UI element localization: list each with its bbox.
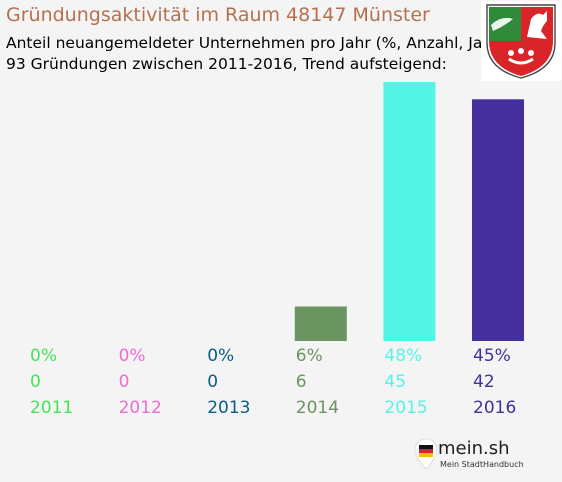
year-label-2013: 2013 bbox=[207, 398, 251, 418]
germany-pin-icon bbox=[414, 438, 438, 470]
logo-subtext: Mein StadtHandbuch bbox=[440, 460, 524, 469]
percent-label-2014: 6% bbox=[295, 346, 323, 366]
bar-2015 bbox=[383, 82, 436, 341]
count-label-2015: 45 bbox=[384, 372, 407, 392]
count-label-2011: 0 bbox=[30, 372, 41, 392]
count-label-2016: 42 bbox=[473, 372, 495, 392]
chart-subtitle: Anteil neuangemeldeter Unternehmen pro J… bbox=[6, 33, 505, 75]
subtitle-line-2: 93 Gründungen zwischen 2011-2016, Trend … bbox=[6, 55, 447, 73]
nrw-coat-of-arms-icon bbox=[481, 1, 561, 81]
year-label-2012: 2012 bbox=[118, 398, 162, 418]
percent-label-2015: 48% bbox=[384, 346, 423, 366]
count-label-2013: 0 bbox=[207, 372, 219, 392]
count-label-2014: 6 bbox=[295, 372, 307, 392]
mein-sh-logo: mein.sh Mein StadtHandbuch bbox=[411, 432, 531, 476]
logo-text: mein.sh bbox=[438, 438, 510, 459]
percent-label-2012: 0% bbox=[118, 346, 146, 366]
chart-title: Gründungsaktivität im Raum 48147 Münster bbox=[6, 4, 430, 26]
subtitle-line-1: Anteil neuangemeldeter Unternehmen pro J… bbox=[6, 34, 505, 52]
bar-2016 bbox=[472, 99, 524, 341]
percent-label-2011: 0% bbox=[30, 346, 57, 366]
year-label-2016: 2016 bbox=[473, 398, 517, 418]
year-label-2014: 2014 bbox=[295, 398, 340, 418]
year-label-2011: 2011 bbox=[30, 398, 74, 418]
percent-label-2016: 45% bbox=[473, 346, 511, 366]
bar-2014 bbox=[294, 306, 347, 341]
percent-label-2013: 0% bbox=[207, 346, 235, 366]
year-label-2015: 2015 bbox=[384, 398, 428, 418]
count-label-2012: 0 bbox=[118, 372, 130, 392]
